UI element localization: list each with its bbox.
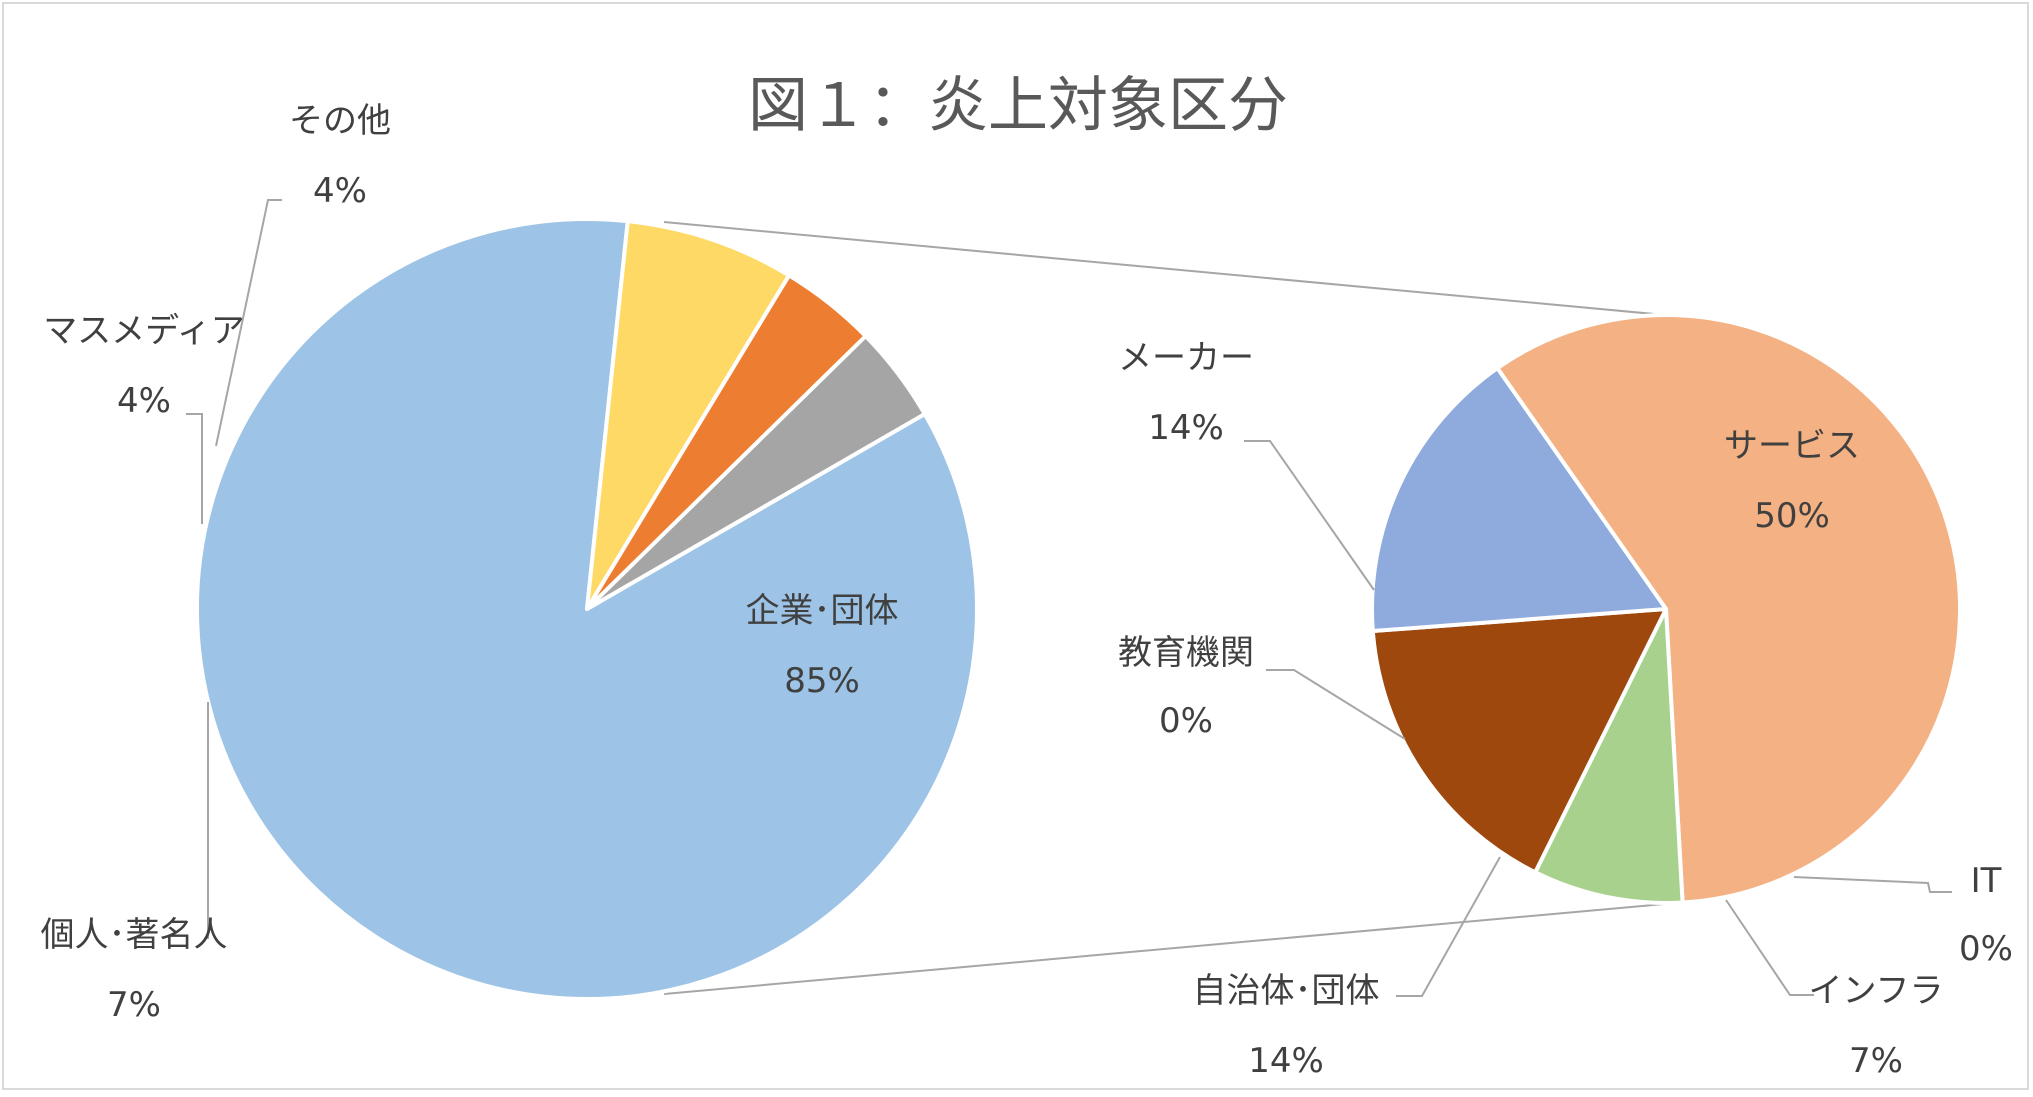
pct-jichitai-dantai: 14% bbox=[1248, 1041, 1324, 1081]
chart-title: 図１：炎上対象区分 bbox=[748, 71, 1288, 141]
label-jichitai-dantai: 自治体･団体 bbox=[1193, 971, 1380, 1011]
leader-maker bbox=[1244, 440, 1375, 591]
slice-jichitai-dantai bbox=[1370, 607, 1668, 875]
leader-it bbox=[1793, 876, 1952, 893]
label-sonota: その他 bbox=[289, 101, 391, 141]
leader-sonota bbox=[215, 199, 282, 447]
label-mass-media: マスメディア bbox=[43, 311, 245, 351]
pct-service: 50% bbox=[1754, 496, 1830, 536]
leader-jichitai bbox=[1396, 856, 1501, 997]
slice-kojin-chomeijin bbox=[585, 219, 792, 611]
label-kigyo-dantai: 企業･団体 bbox=[746, 591, 899, 631]
pct-sonota: 4% bbox=[313, 171, 367, 211]
pct-kojin-chomeijin: 7% bbox=[107, 985, 161, 1025]
leader-mass-media bbox=[186, 413, 203, 524]
slice-infra bbox=[1533, 607, 1685, 905]
sub-pie bbox=[1370, 313, 1962, 905]
chart-svg: 図１：炎上対象区分 企業･団体 85% 個人･著名人 7% マスメディア 4% … bbox=[41, 71, 2013, 1081]
main-pie bbox=[195, 217, 979, 1001]
leader-lines bbox=[186, 199, 1952, 997]
slice-maker bbox=[1370, 366, 1668, 634]
pct-kyoiku-kikan: 0% bbox=[1159, 701, 1213, 741]
pct-maker: 14% bbox=[1148, 408, 1224, 448]
label-maker: メーカー bbox=[1118, 338, 1254, 378]
leader-kyoiku bbox=[1266, 669, 1406, 740]
connector-line-top bbox=[663, 221, 1655, 315]
label-infra: インフラ bbox=[1809, 971, 1944, 1011]
pct-mass-media: 4% bbox=[117, 381, 171, 421]
label-kyoiku-kikan: 教育機関 bbox=[1118, 633, 1254, 673]
pct-infra: 7% bbox=[1849, 1041, 1903, 1081]
leader-infra bbox=[1725, 899, 1814, 996]
slice-service bbox=[1495, 313, 1962, 905]
pct-kigyo-dantai: 85% bbox=[784, 661, 860, 701]
pct-it: 0% bbox=[1959, 929, 2013, 969]
label-service: サービス bbox=[1724, 426, 1860, 466]
connector-line-bottom bbox=[663, 903, 1665, 995]
label-it: IT bbox=[1971, 861, 2002, 901]
label-kojin-chomeijin: 個人･著名人 bbox=[41, 915, 228, 955]
slice-sonota bbox=[585, 334, 927, 611]
